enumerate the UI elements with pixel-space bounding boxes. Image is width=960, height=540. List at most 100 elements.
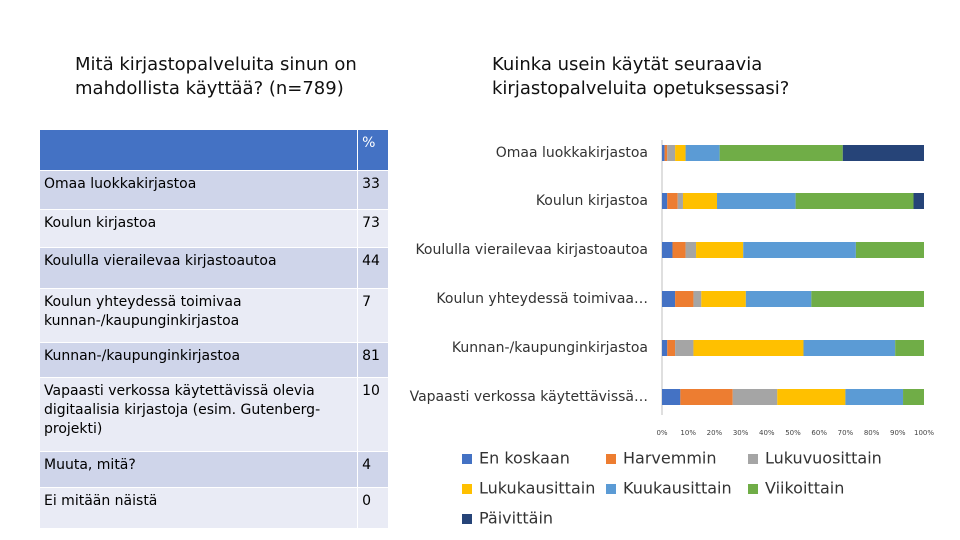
table-row: Ei mitään näistä 0 — [40, 488, 388, 529]
label-cell: Vapaasti verkossa käytettävissä olevia d… — [44, 383, 321, 437]
bar-segment — [662, 291, 676, 307]
category-label: Koulun kirjastoa — [536, 193, 648, 209]
label-cell: Koululla vierailevaa kirjastoautoa — [44, 253, 277, 269]
legend-label: Lukuvuosittain — [765, 449, 882, 468]
legend-swatch — [462, 484, 472, 494]
bar-segment — [662, 193, 668, 209]
legend-swatch — [748, 454, 758, 464]
bar-segment — [717, 193, 796, 209]
bar-segment — [743, 242, 856, 258]
value-cell: 4 — [357, 452, 388, 487]
bar-segment — [667, 340, 676, 356]
label-cell: Kunnan-/kaupunginkirjastoa — [44, 348, 241, 364]
table-row: Koululla vierailevaa kirjastoautoa 44 — [40, 248, 388, 289]
x-tick-label: 100% — [914, 429, 934, 437]
bar-segment — [667, 193, 678, 209]
bar-segment — [682, 193, 718, 209]
label-cell: Koulun yhteydessä toimivaa kunnan-/kaupu… — [44, 294, 242, 329]
bar-segment — [680, 389, 733, 405]
bar-segment — [811, 291, 924, 307]
x-tick-label: 60% — [811, 429, 827, 437]
category-label: Kunnan-/kaupunginkirjastoa — [452, 340, 648, 356]
bar-segment — [719, 145, 843, 161]
bar-segment — [696, 242, 744, 258]
bar-segment — [895, 340, 924, 356]
x-tick-label: 40% — [759, 429, 775, 437]
table-row: Vapaasti verkossa käytettävissä olevia d… — [40, 378, 388, 452]
x-tick-label: 0% — [656, 429, 667, 437]
category-label: Omaa luokkakirjastoa — [496, 145, 648, 161]
bar-segment — [685, 242, 697, 258]
x-tick-label: 10% — [680, 429, 696, 437]
table-header: % — [40, 130, 388, 171]
bar-segment — [842, 145, 924, 161]
table-row: Koulun yhteydessä toimivaa kunnan-/kaupu… — [40, 289, 388, 343]
bar-segment — [677, 193, 683, 209]
legend-swatch — [606, 484, 616, 494]
category-label: Koulun yhteydessä toimivaa… — [436, 291, 648, 307]
bar-segment — [701, 291, 746, 307]
bar-segment — [662, 242, 673, 258]
bar-segment — [745, 291, 812, 307]
chart-title: Kuinka usein käytät seuraavia kirjastopa… — [492, 54, 790, 99]
bar-segment — [845, 389, 904, 405]
legend-swatch — [462, 514, 472, 524]
table-row: Kunnan-/kaupunginkirjastoa 81 — [40, 343, 388, 378]
bar-segment — [662, 340, 668, 356]
legend-label: Kuukausittain — [623, 479, 732, 498]
legend-label: Harvemmin — [623, 449, 716, 468]
table: % Omaa luokkakirjastoa 33 Koulun kirjastoa… — [40, 130, 388, 529]
bar-segment — [913, 193, 924, 209]
x-tick-label: 20% — [707, 429, 723, 437]
legend-label: En koskaan — [479, 449, 570, 468]
bar-segment — [667, 145, 676, 161]
table-row: Koulun kirjastoa 73 — [40, 210, 388, 248]
bar-segment — [903, 389, 924, 405]
x-tick-label: 30% — [733, 429, 749, 437]
bar-segment — [685, 145, 720, 161]
value-cell: 10 — [357, 378, 388, 451]
bar-segment — [672, 242, 686, 258]
category-label: Koululla vierailevaa kirjastoautoa — [415, 242, 648, 258]
bar-segment — [675, 145, 686, 161]
bar-segment — [777, 389, 846, 405]
bar-segment — [855, 242, 924, 258]
table-row: Omaa luokkakirjastoa 33 — [40, 171, 388, 210]
legend-swatch — [462, 454, 472, 464]
bar-segment — [693, 291, 702, 307]
category-label: Vapaasti verkossa käytettävissä… — [410, 389, 648, 405]
label-cell: Ei mitään näistä — [44, 493, 158, 509]
x-tick-label: 70% — [838, 429, 854, 437]
label-cell: Omaa luokkakirjastoa — [44, 176, 197, 192]
value-cell: 44 — [357, 248, 388, 288]
value-cell: 0 — [357, 488, 388, 528]
legend-label: Lukukausittain — [479, 479, 595, 498]
value-cell: 33 — [357, 171, 388, 209]
bar-segment — [732, 389, 778, 405]
bar-segment — [795, 193, 914, 209]
x-tick-label: 50% — [785, 429, 801, 437]
legend-label: Päivittäin — [479, 509, 553, 528]
legend-swatch — [748, 484, 758, 494]
x-tick-label: 90% — [890, 429, 906, 437]
value-cell: 7 — [357, 289, 388, 342]
bar-segment — [675, 340, 694, 356]
label-cell: Koulun kirjastoa — [44, 215, 157, 231]
bar-segment — [662, 389, 681, 405]
label-cell: Muuta, mitä? — [44, 457, 136, 473]
legend-label: Viikoittain — [765, 479, 844, 498]
bar-segment — [664, 145, 668, 161]
bar-segment — [693, 340, 804, 356]
value-cell: 73 — [357, 210, 388, 247]
bar-segment — [662, 145, 665, 161]
value-cell: 81 — [357, 343, 388, 377]
table-row: Muuta, mitä? 4 — [40, 452, 388, 488]
bar-segment — [803, 340, 896, 356]
left-title: Mitä kirjastopalveluita sinun on mahdoll… — [75, 54, 357, 99]
bar-segment — [675, 291, 694, 307]
legend-swatch — [606, 454, 616, 464]
x-tick-label: 80% — [864, 429, 880, 437]
header-cell: % — [357, 130, 388, 170]
